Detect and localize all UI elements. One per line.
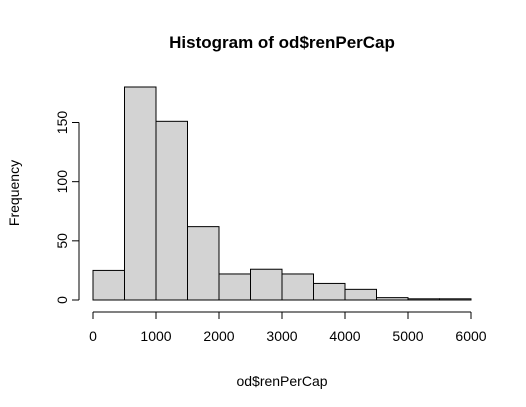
y-tick-label: 100 xyxy=(54,170,70,194)
y-axis-label: Frequency xyxy=(6,160,22,226)
y-tick-label: 150 xyxy=(54,111,70,135)
histogram-bar xyxy=(407,298,440,301)
x-tick-label: 6000 xyxy=(455,328,486,344)
histogram-bar xyxy=(92,269,125,301)
histogram-bar xyxy=(344,288,377,301)
bars-group xyxy=(92,86,472,301)
histogram-bar xyxy=(124,86,157,301)
histogram-bar xyxy=(439,298,472,301)
x-tick-label: 3000 xyxy=(266,328,297,344)
y-axis: 0 50 100 150 xyxy=(54,111,80,304)
chart-title: Histogram of od$renPerCap xyxy=(169,33,395,52)
x-axis: 0 1000 2000 3000 4000 5000 6000 xyxy=(89,311,487,344)
x-tick-label: 2000 xyxy=(203,328,234,344)
histogram-bar xyxy=(376,297,409,301)
y-tick-label: 0 xyxy=(54,296,70,304)
histogram-bar xyxy=(155,120,188,301)
x-tick-label: 5000 xyxy=(392,328,423,344)
x-axis-label: od$renPerCap xyxy=(236,373,327,389)
y-tick-label: 50 xyxy=(54,233,70,249)
histogram-bar xyxy=(250,268,283,301)
histogram-bar xyxy=(187,226,220,301)
histogram-bar xyxy=(313,282,346,301)
x-tick-label: 0 xyxy=(89,328,97,344)
histogram-bar xyxy=(281,273,314,301)
x-tick-label: 4000 xyxy=(329,328,360,344)
x-tick-label: 1000 xyxy=(140,328,171,344)
histogram-bar xyxy=(218,273,251,301)
